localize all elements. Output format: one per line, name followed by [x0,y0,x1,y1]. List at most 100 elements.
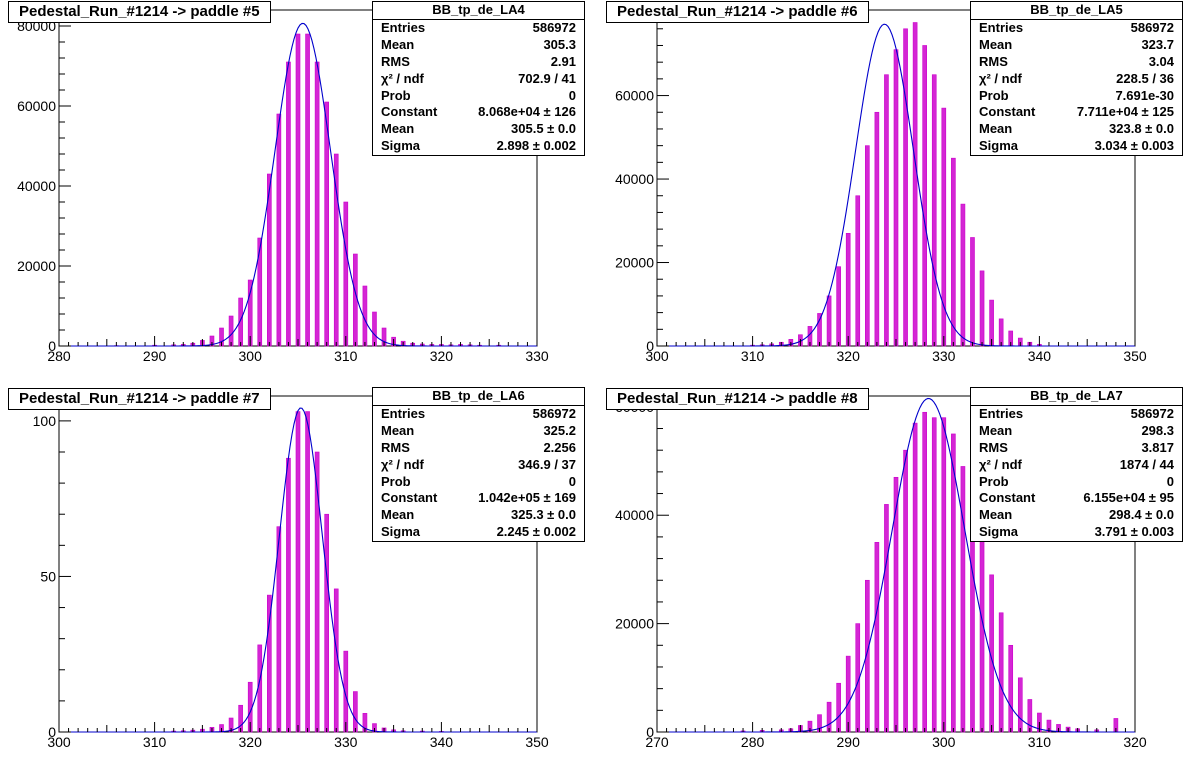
stats-value: 305.3 [543,36,576,52]
stats-value: 586972 [1130,406,1174,421]
stats-value: 325.3 ± 0.0 [511,507,576,523]
stats-label: Mean [381,507,415,523]
stats-row: Constant 8.068e+04 ± 126 [373,104,584,121]
x-tick-label: 270 [645,734,669,750]
stats-label: Constant [979,104,1036,120]
stats-label: Constant [381,490,438,506]
stats-row: Prob 0 [373,474,584,491]
stats-label: χ² / ndf [979,456,1022,472]
histogram-bar [826,295,832,347]
y-tick-label: 0 [646,338,654,354]
histogram-bar [931,417,937,733]
histogram-bar [922,45,927,347]
plot-title: Pedestal_Run_#1214 -> paddle #6 [606,1,869,23]
fit-curve [59,407,537,733]
y-tick-label: 0 [48,724,56,740]
stats-row: Sigma 3.791 ± 0.003 [971,524,1182,541]
x-tick-label: 280 [47,348,71,364]
stats-value: 586972 [532,20,576,35]
stats-label: χ² / ndf [381,70,424,86]
x-tick-label: 350 [1123,348,1147,364]
stats-label: RMS [381,53,410,69]
stats-label: Entries [979,406,1024,421]
x-tick-label: 330 [932,348,956,364]
histogram-bar [845,655,851,733]
stats-label: Prob [381,473,411,489]
x-tick-label: 280 [741,734,765,750]
stats-value: 298.3 [1141,422,1174,438]
stats-row: Sigma 2.898 ± 0.002 [373,138,584,155]
stats-row: RMS 2.256 [373,440,584,457]
stats-label: RMS [381,439,410,455]
stats-label: Mean [381,36,415,52]
histogram-bar [286,61,291,347]
stats-row: Constant 7.711e+04 ± 125 [971,104,1182,121]
x-tick-label: 300 [47,734,71,750]
stats-row: Mean 298.3 [971,423,1182,440]
stats-value: 228.5 / 36 [1116,70,1174,86]
stats-value: 2.91 [550,53,576,69]
x-tick-label: 300 [932,734,956,750]
stats-value: 3.817 [1141,439,1174,455]
histogram-bar [865,145,870,347]
histogram-bar [884,504,889,733]
stats-name: BB_tp_de_LA6 [373,388,584,406]
plot-title: Pedestal_Run_#1214 -> paddle #8 [606,388,869,410]
stats-row: Prob 0 [373,88,584,105]
stats-row: Mean 298.4 ± 0.0 [971,507,1182,524]
y-tick-label: 20000 [615,616,654,632]
histogram-bar [343,201,349,347]
histogram-bar [228,315,234,347]
stats-row: χ² / ndf 346.9 / 37 [373,457,584,474]
x-tick-label: 340 [430,734,454,750]
histogram-bar [817,313,822,347]
plot-svg-paddle-8: 2702802903003103200200004000060000 [615,395,1147,750]
stats-row: RMS 3.817 [971,440,1182,457]
x-tick-label: 320 [837,348,861,364]
x-tick-label: 330 [525,348,549,364]
histogram-bar [855,195,861,347]
y-tick-label: 60000 [17,98,56,114]
histogram-bar [267,594,272,733]
y-tick-label: 40000 [17,178,56,194]
histogram-bar [922,411,927,733]
fit-curve [59,22,537,347]
histogram-bar [314,61,320,347]
plot-svg-paddle-7: 300 310 320 330 340 350 0 50 100 [33,395,549,750]
stats-label: χ² / ndf [381,456,424,472]
stats-row: Entries 586972 [971,20,1182,37]
histogram-bar [324,513,329,733]
stats-row: Sigma 2.245 ± 0.002 [373,524,584,541]
stats-label: RMS [979,439,1008,455]
histogram-bar [276,113,282,347]
histogram-bar [960,203,966,347]
stats-row: Mean 325.2 [373,423,584,440]
stats-value: 325.2 [543,422,576,438]
y-tick-label: 20000 [17,258,56,274]
histogram-bar [912,422,918,733]
stats-value: 586972 [1130,20,1174,35]
stats-value: 7.691e-30 [1115,87,1174,103]
histogram-bar [903,449,908,733]
histogram-bar [903,28,908,347]
stats-label: Constant [381,104,438,120]
histogram-bar [286,457,291,733]
pad-paddle-5: 280 290 300 310 320 330 0 20000 40000 60000 80000 … [0,0,598,386]
stats-row: Constant 6.155e+04 ± 95 [971,490,1182,507]
stats-row: Entries 586972 [971,406,1182,423]
stats-value: 3.034 ± 0.003 [1094,138,1174,154]
histogram-bar [874,542,880,733]
histogram-bar [998,318,1004,347]
pad-paddle-8: 2702802903003103200200004000060000 Pedes… [598,386,1196,772]
stats-label: Entries [979,20,1024,35]
stats-row: RMS 3.04 [971,54,1182,71]
stats-box: BB_tp_de_LA5 Entries 586972 Mean 323.7 RMS… [970,1,1183,157]
stats-row: χ² / ndf 702.9 / 41 [373,71,584,88]
stats-value: 0 [568,473,576,489]
stats-label: Sigma [381,138,421,154]
stats-label: Mean [381,121,415,137]
stats-row: Prob 7.691e-30 [971,88,1182,105]
stats-row: Mean 305.3 [373,37,584,54]
stats-label: χ² / ndf [979,70,1022,86]
stats-label: Sigma [979,138,1019,154]
